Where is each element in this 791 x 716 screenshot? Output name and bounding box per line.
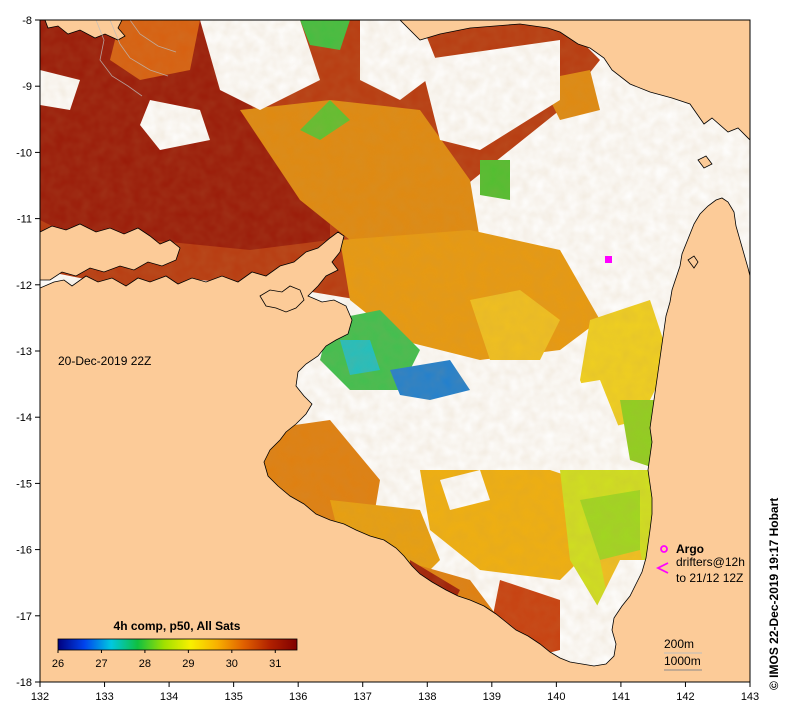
depth-200m-label: 200m	[664, 637, 694, 651]
lon-tick-label: 137	[354, 691, 372, 703]
lon-tick-label: 138	[418, 691, 436, 703]
colorbar: 4h comp, p50, All Sats 26 27 28 29 30 31	[52, 619, 298, 670]
lon-tick-label: 132	[31, 691, 49, 703]
colorbar-tick-label: 30	[226, 658, 238, 670]
lon-tick-label: 139	[483, 691, 501, 703]
land-australia-mainland	[40, 197, 750, 682]
argo-markers	[605, 256, 612, 263]
lon-tick-label: 143	[741, 691, 759, 703]
colorbar-tick-label: 26	[52, 658, 64, 670]
legend: Argo drifters@12h to 21/12 12Z 200m 1000…	[655, 542, 745, 671]
land-islet-south-east	[697, 155, 713, 169]
land-melville-island	[40, 223, 181, 281]
lon-tick-label: 134	[160, 691, 178, 703]
colorbar-tick-label: 27	[95, 658, 107, 670]
land-arnhem-north	[40, 20, 126, 41]
lat-tick-label: -15	[16, 478, 32, 490]
land-masses	[40, 20, 750, 682]
argo-label: Argo	[676, 542, 704, 556]
colorbar-tick-label: 31	[269, 658, 281, 670]
lon-tick-label: 133	[95, 691, 113, 703]
lon-tick-label: 135	[224, 691, 242, 703]
latitude-axis: -8 -9 -10 -11 -12 -13 -14 -15 -16 -17 -18	[16, 15, 40, 689]
land-wessel-islands	[259, 285, 305, 313]
depth-1000m-label: 1000m	[664, 654, 701, 668]
bathymetry-contours	[95, 20, 177, 97]
colorbar-bar	[57, 638, 298, 651]
lat-tick-label: -8	[22, 15, 32, 27]
drifters-label: drifters@12h	[676, 555, 745, 569]
colorbar-tick-label: 29	[182, 658, 194, 670]
drifter-chevron-icon	[655, 562, 669, 574]
lon-tick-label: 142	[676, 691, 694, 703]
plot-area	[40, 20, 750, 682]
colorbar-title: 4h comp, p50, All Sats	[114, 619, 241, 633]
timestamp-label: 20-Dec-2019 22Z	[58, 354, 151, 368]
imos-credit: © IMOS 22-Dec-2019 19:17 Hobart	[767, 498, 781, 690]
lat-tick-label: -14	[16, 412, 32, 424]
lat-tick-label: -11	[17, 214, 32, 226]
lat-tick-label: -17	[16, 611, 32, 623]
lat-tick-label: -13	[16, 346, 32, 358]
argo-float-marker	[605, 256, 612, 263]
drifters-period-label: to 21/12 12Z	[676, 571, 743, 585]
colorbar-tick-label: 28	[139, 658, 151, 670]
land-islet-east	[687, 255, 699, 269]
lon-tick-label: 140	[547, 691, 565, 703]
lon-tick-label: 136	[289, 691, 307, 703]
lon-tick-label: 141	[612, 691, 630, 703]
argo-float-icon	[660, 545, 668, 553]
land-papua-new-guinea	[399, 20, 750, 141]
lat-tick-label: -12	[16, 280, 32, 292]
lat-tick-label: -10	[16, 147, 32, 159]
lat-tick-label: -18	[16, 677, 32, 689]
colorbar-ticks: 26 27 28 29 30 31	[52, 650, 281, 670]
lat-tick-label: -16	[16, 545, 32, 557]
longitude-axis: 132 133 134 135 136 137 138 139 140 141 142 143	[31, 682, 759, 703]
lat-tick-label: -9	[22, 81, 32, 93]
